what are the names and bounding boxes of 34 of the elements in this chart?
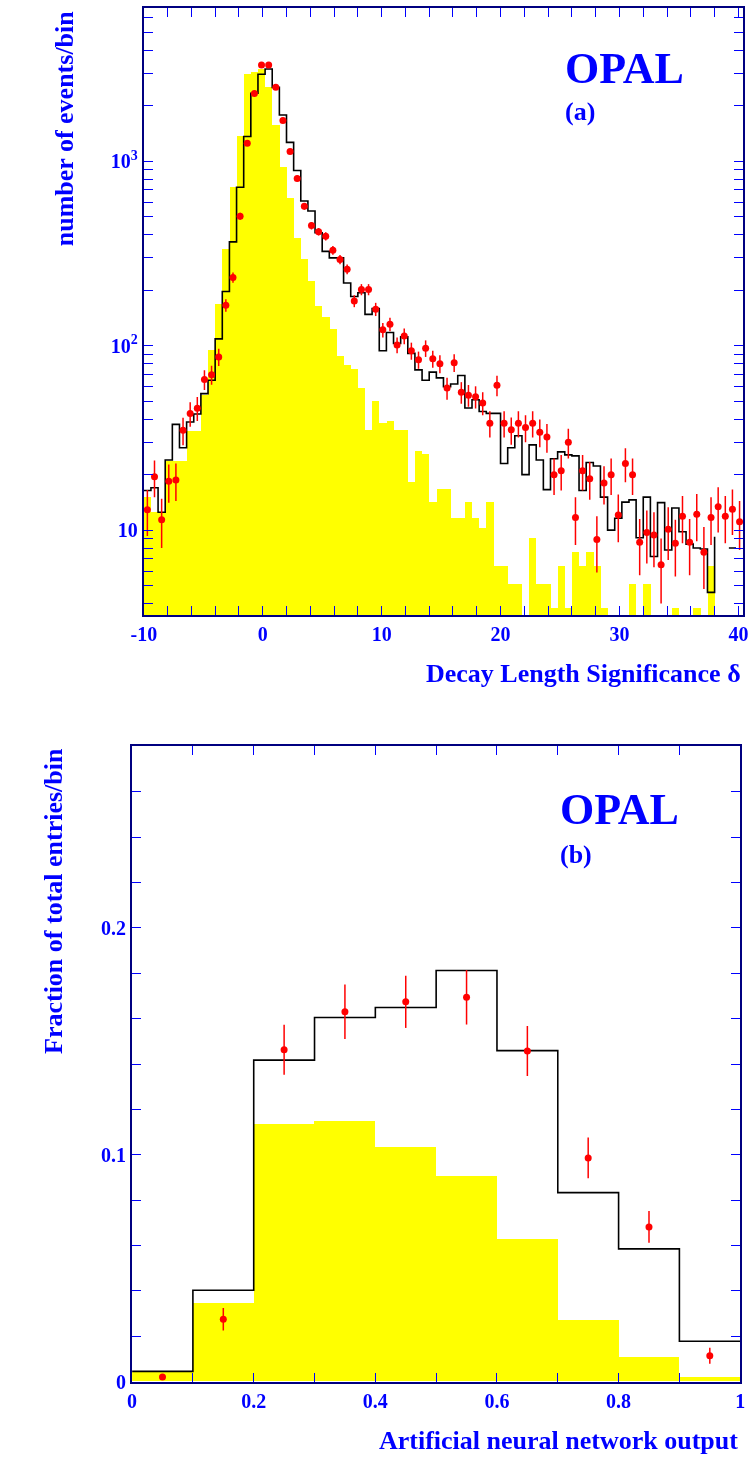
x-axis-title: Artificial neural network output [379, 1426, 739, 1455]
x-tick-label: 40 [728, 623, 749, 646]
y-tick-label: 10$^{2}$ [110, 332, 138, 357]
x-tick-label: 0.8 [606, 1389, 632, 1412]
point [280, 1046, 288, 1054]
y-tick-label: 10$^{3}$ [110, 148, 138, 173]
x-tick-label: 0 [257, 623, 268, 646]
x-tick-label: 10 [371, 623, 392, 646]
y-axis-title: number of events/bin [50, 10, 80, 247]
x-axis-title: Decay Length Significance δ [426, 659, 741, 688]
x-tick-label: -10 [130, 623, 158, 646]
x-tick-label: 30 [609, 623, 630, 646]
y-tick-label: 0.1 [101, 1143, 127, 1166]
x-tick-label: 0.2 [241, 1389, 267, 1412]
annotation: (b) [560, 840, 592, 869]
y-tick-label: 0 [116, 1370, 127, 1393]
point [463, 993, 471, 1001]
x-tick-label: 0.6 [484, 1389, 510, 1412]
point [584, 1154, 592, 1162]
x-tick-label: 0.4 [362, 1389, 388, 1412]
point [645, 1223, 653, 1231]
point [706, 1352, 714, 1360]
annotation: (a) [565, 97, 596, 126]
y-axis-title: Fraction of total entries/bin [39, 747, 69, 1054]
x-tick-label: 1 [735, 1389, 746, 1412]
annotation: OPAL [565, 44, 684, 93]
point [219, 1315, 227, 1323]
point [402, 998, 410, 1006]
y-tick-label: 0.2 [101, 916, 127, 939]
x-tick-label: 20 [490, 623, 511, 646]
y-tick-label: 10 [117, 519, 138, 542]
point [341, 1008, 349, 1016]
point [523, 1047, 531, 1055]
annotation: OPAL [560, 785, 679, 834]
